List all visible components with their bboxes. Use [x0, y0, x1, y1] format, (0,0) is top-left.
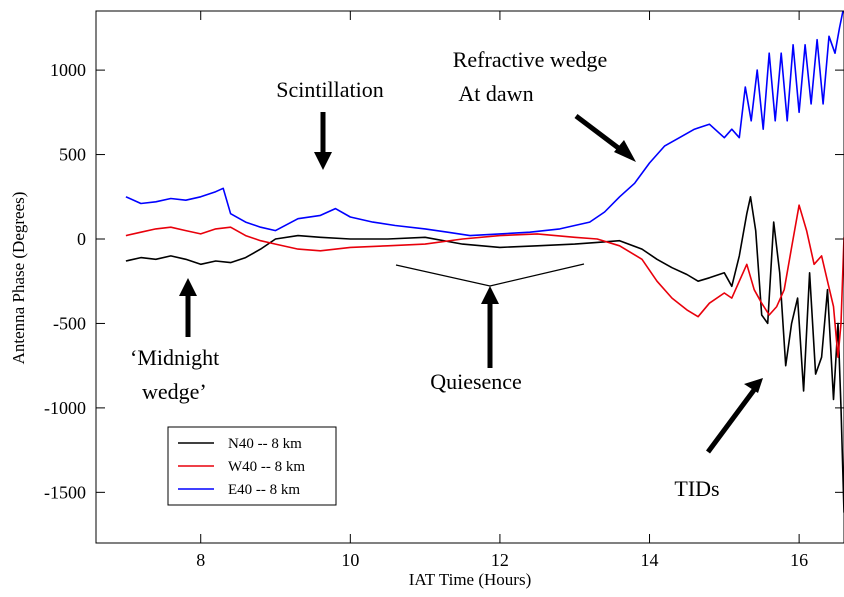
- series-line-w40: [125, 204, 844, 359]
- series-layer: [125, 11, 844, 513]
- quiescence-bracket: [395, 263, 585, 287]
- arrowhead-scintillation: [314, 152, 332, 170]
- annotation-scintillation: Scintillation: [276, 77, 384, 102]
- annotation-midnight: ‘Midnight: [130, 345, 219, 370]
- x-tick-label: 14: [641, 550, 659, 570]
- arrowhead-refractive-wedge: [614, 140, 636, 162]
- legend-label-w40: W40 -- 8 km: [228, 459, 305, 475]
- y-tick-label: -1000: [44, 398, 86, 418]
- legend-label-e40: E40 -- 8 km: [228, 482, 300, 498]
- arrow-refractive-wedge: [574, 114, 627, 155]
- annotation-quiescence: Quiesence: [430, 369, 522, 394]
- x-tick-label: 8: [196, 550, 205, 570]
- y-tick-label: -500: [53, 313, 86, 333]
- x-axis-title: IAT Time (Hours): [409, 570, 531, 589]
- series-line-n40: [125, 196, 844, 513]
- plot-frame: [95, 10, 844, 544]
- y-tick-label: -1500: [44, 482, 86, 502]
- annotation-tids: TIDs: [674, 476, 719, 501]
- annotation-wedge: wedge’: [142, 379, 207, 404]
- legend-label-n40: N40 -- 8 km: [228, 436, 302, 452]
- y-tick-label: 1000: [50, 60, 86, 80]
- y-tick-label: 0: [77, 229, 86, 249]
- y-axis-title: Antenna Phase (Degrees): [9, 192, 28, 365]
- arrow-tids: [705, 388, 757, 454]
- arrowhead-tids: [744, 378, 763, 393]
- arrowhead-quiescence: [481, 286, 499, 304]
- x-tick-label: 16: [790, 550, 808, 570]
- legend: N40 -- 8 km W40 -- 8 km E40 -- 8 km: [167, 426, 337, 506]
- axis-ticks: 8 10 12 14 16 -1500 -1000 -500 0 500 1000: [44, 11, 844, 570]
- annotation-at-dawn: At dawn: [458, 81, 533, 106]
- x-tick-label: 10: [341, 550, 359, 570]
- y-tick-label: 500: [59, 145, 86, 165]
- annotation-refractive-wedge: Refractive wedge: [453, 47, 608, 72]
- x-tick-label: 12: [491, 550, 509, 570]
- series-line-e40: [125, 11, 844, 237]
- arrowhead-midnight-wedge: [179, 278, 197, 296]
